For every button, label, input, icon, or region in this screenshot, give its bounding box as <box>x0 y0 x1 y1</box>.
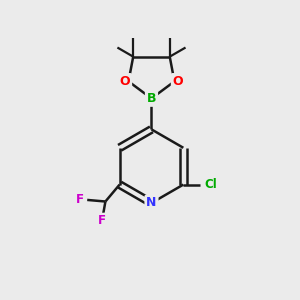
Text: Cl: Cl <box>205 178 217 191</box>
Text: O: O <box>120 75 130 88</box>
Text: N: N <box>146 196 157 209</box>
Text: F: F <box>98 214 106 227</box>
Text: F: F <box>76 194 84 206</box>
Text: O: O <box>173 75 183 88</box>
Text: B: B <box>147 92 156 105</box>
